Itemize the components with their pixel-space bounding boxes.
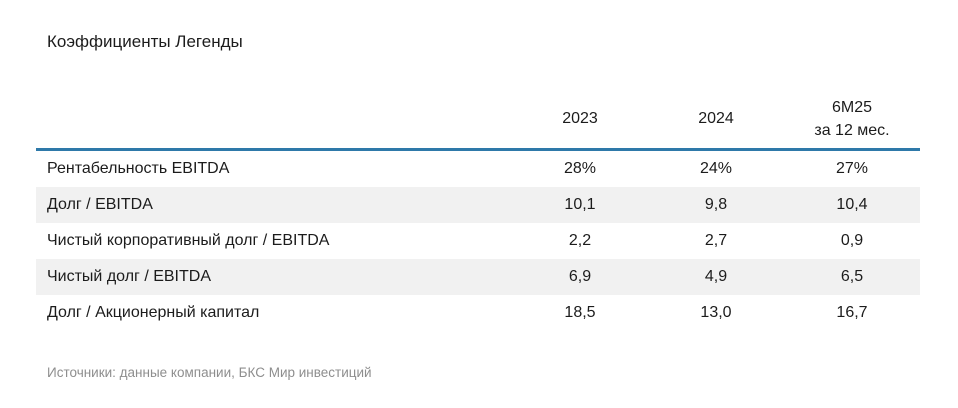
row-label: Чистый долг / EBITDA — [47, 268, 211, 285]
column-header-2024: 2024 — [648, 89, 784, 148]
row-label: Рентабельность EBITDA — [47, 160, 230, 177]
ratios-table: 2023 2024 6М25 за 12 мес. Рентабельность… — [36, 89, 920, 331]
figure-title: Коэффициенты Легенды — [47, 32, 243, 51]
row-label: Чистый корпоративный долг / EBITDA — [47, 232, 330, 249]
cell-2024: 4,9 — [704, 268, 728, 285]
cell-2023: 2,2 — [568, 232, 592, 249]
column-header-2023: 2023 — [512, 89, 648, 148]
table-row: Рентабельность EBITDA 28% 24% 27% — [36, 151, 920, 187]
column-header-2024-label: 2024 — [698, 110, 734, 127]
cell-6m25: 0,9 — [840, 232, 864, 249]
cell-6m25: 16,7 — [836, 304, 868, 321]
table-row: Долг / EBITDA 10,1 9,8 10,4 — [36, 187, 920, 223]
table-row: Чистый долг / EBITDA 6,9 4,9 6,5 — [36, 259, 920, 295]
cell-2024: 13,0 — [700, 304, 732, 321]
row-label: Долг / EBITDA — [47, 196, 153, 213]
cell-2024: 9,8 — [704, 196, 728, 213]
cell-2023: 28% — [563, 160, 597, 177]
table-header-row: 2023 2024 6М25 за 12 мес. — [36, 89, 920, 151]
cell-6m25: 10,4 — [836, 196, 868, 213]
source-note: Источники: данные компании, БКС Мир инве… — [47, 365, 372, 380]
row-label: Долг / Акционерный капитал — [47, 304, 260, 321]
column-header-6m25-sublabel: за 12 мес. — [814, 121, 890, 139]
table-row: Долг / Акционерный капитал 18,5 13,0 16,… — [36, 295, 920, 331]
cell-6m25: 27% — [835, 160, 869, 177]
column-header-6m25: 6М25 за 12 мес. — [784, 89, 920, 148]
column-header-6m25-label: 6М25 — [831, 98, 873, 116]
cell-2024: 2,7 — [704, 232, 728, 249]
column-header-2023-label: 2023 — [562, 110, 598, 127]
column-header-metric — [36, 89, 512, 148]
cell-2023: 18,5 — [564, 304, 596, 321]
cell-6m25: 6,5 — [840, 268, 864, 285]
cell-2024: 24% — [699, 160, 733, 177]
table-row: Чистый корпоративный долг / EBITDA 2,2 2… — [36, 223, 920, 259]
cell-2023: 6,9 — [568, 268, 592, 285]
cell-2023: 10,1 — [564, 196, 596, 213]
